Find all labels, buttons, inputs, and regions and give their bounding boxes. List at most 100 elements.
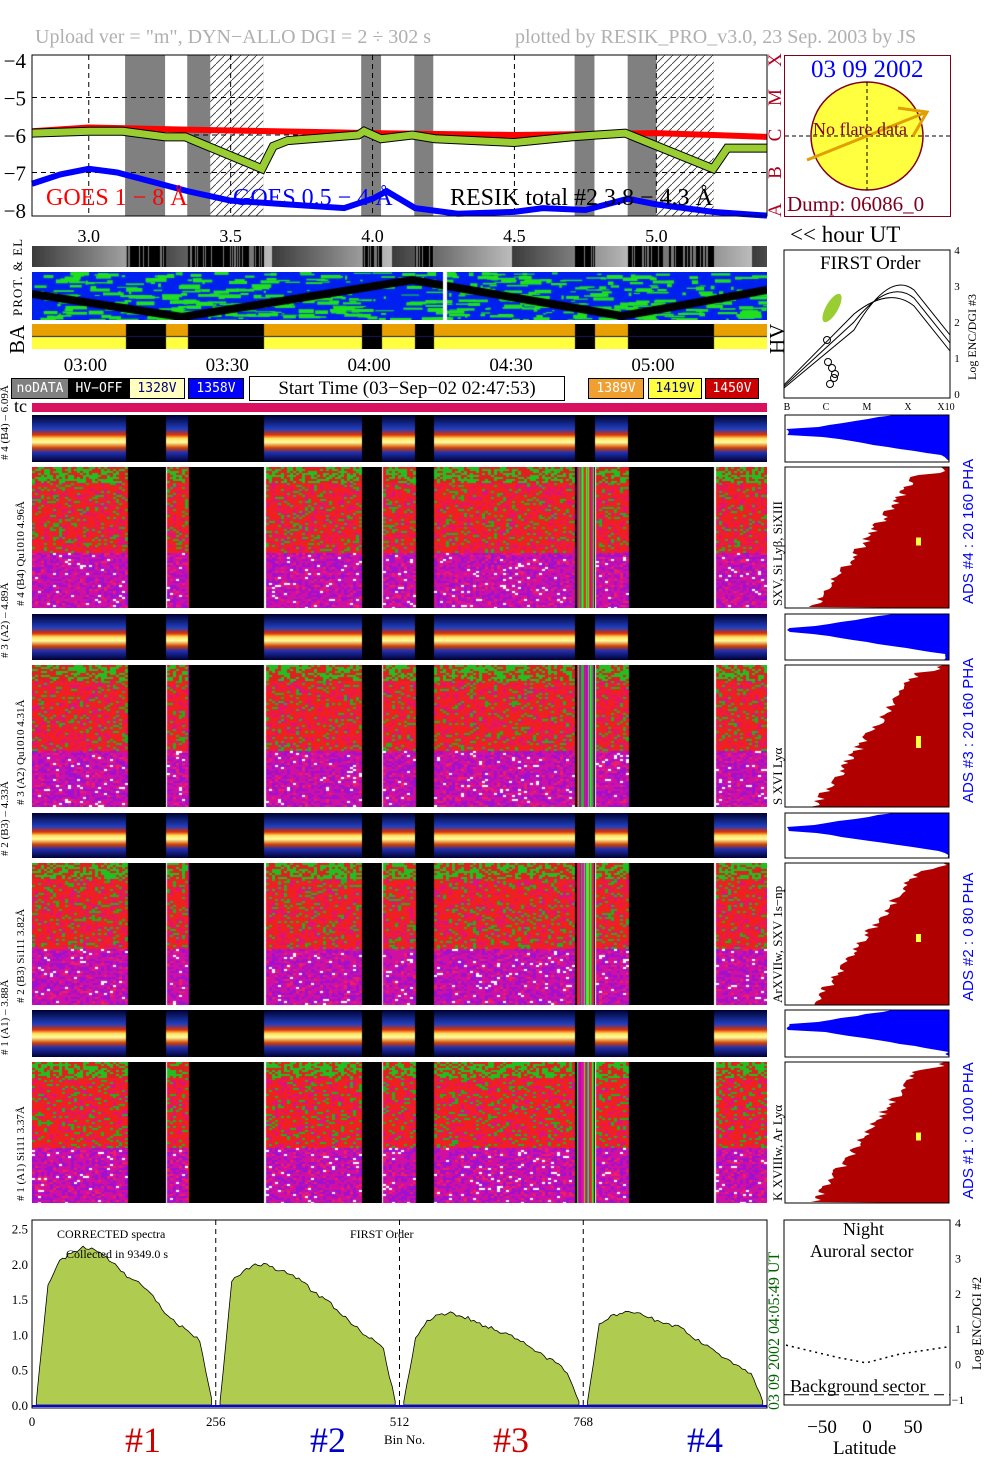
- fo-y-tick: 1: [954, 353, 960, 365]
- latitude-x-tick: 0: [862, 1417, 872, 1438]
- latitude-y-tick: −1: [952, 1393, 965, 1407]
- pha-histograms: [784, 613, 950, 808]
- particle-bar: [32, 246, 767, 267]
- clock-tick: 03:00: [63, 355, 108, 376]
- data-point: [823, 336, 831, 344]
- pha-frame: [784, 414, 950, 463]
- tc-label: tc: [14, 396, 27, 416]
- pha-frame: [784, 812, 950, 859]
- spectrogram: [32, 863, 767, 1005]
- latitude-y-tick: 1: [955, 1322, 961, 1336]
- spectrogram: [32, 1062, 767, 1203]
- hv-state-bar: [32, 324, 767, 349]
- channel-number: #3: [493, 1420, 529, 1460]
- background-label: Background sector: [790, 1376, 926, 1396]
- orbit-map: [32, 272, 767, 320]
- legend-goes-long: GOES 1 − 8 Å: [46, 185, 188, 211]
- fo-x-tick: X10: [937, 402, 954, 413]
- legend-resik: RESIK total #2 3.8 − 4.3 Å: [450, 185, 713, 211]
- fo-y-tick: 4: [954, 245, 960, 257]
- latitude-ylabel: Log ENC/DGI #2: [969, 1276, 984, 1370]
- pha-frame: [784, 613, 950, 661]
- legend-item-hv−off: HV−OFF: [69, 378, 129, 399]
- fo-y-tick: 0: [954, 389, 960, 401]
- sun-disk-icon: [785, 81, 950, 191]
- legend-item-1450v: 1450V: [705, 378, 759, 399]
- response-curve: [783, 291, 951, 387]
- flare-box: 03 09 2002 No flare data Dump: 06086_0: [784, 55, 951, 217]
- pha-red-histogram: [808, 467, 949, 608]
- pha-blue-histogram: [786, 1010, 949, 1057]
- plot-frame: [31, 54, 768, 217]
- spectrum-area-4: [587, 1311, 764, 1406]
- pha-timeline: [32, 415, 767, 462]
- clock-tick: 04:00: [347, 355, 391, 376]
- class-label: X: [765, 53, 786, 67]
- spectrum-frame: [31, 1219, 768, 1409]
- light-curve-chart: −4 −5 −6 −7 −8 A B C M X 3.0 3.5 4.0 4.5 5.0: [4, 49, 786, 246]
- first-order-title: FIRST Order: [820, 253, 921, 274]
- legend-item-1419v: 1419V: [648, 378, 702, 399]
- pha-red-histogram: [809, 665, 949, 807]
- latitude-y-tick: 3: [955, 1251, 961, 1265]
- spectrum-y-tick: 2.0: [12, 1257, 28, 1272]
- class-label: C: [765, 129, 786, 142]
- bin-axis-label: Bin No.: [384, 1432, 426, 1447]
- class-label: A: [765, 203, 786, 217]
- response-curve: [783, 284, 951, 389]
- y-tick-label: −4: [4, 49, 27, 73]
- fo-x-tick: X: [904, 402, 912, 413]
- marker: [916, 537, 921, 546]
- latitude-profile: [785, 1344, 949, 1364]
- class-label: M: [765, 89, 786, 106]
- fo-y-tick: 3: [954, 281, 960, 293]
- upload-info: Upload ver = "m", DYN−ALLO DGI = 2 ÷ 302…: [35, 26, 432, 48]
- marker: [916, 934, 921, 942]
- pha-blue-histogram: [786, 813, 949, 858]
- spectrogram: [32, 665, 767, 807]
- first-order-frame: [783, 249, 951, 399]
- spectrum-y-tick: 0.5: [12, 1363, 28, 1378]
- response-curve: [783, 297, 951, 386]
- latitude-frame: [783, 1219, 951, 1406]
- class-label: B: [765, 166, 786, 179]
- pha-frame: [784, 466, 950, 609]
- fo-x-tick: C: [823, 402, 830, 413]
- marker: [916, 1132, 921, 1141]
- pha-timeline: [32, 1010, 767, 1057]
- spectrum-y-tick: 2.5: [12, 1222, 28, 1237]
- pha-frame: [784, 1061, 950, 1204]
- fo-y-tick: 2: [954, 317, 960, 329]
- x-tick-label: 5.0: [645, 226, 668, 246]
- x-tick-label: 4.0: [361, 226, 384, 246]
- channel-number: #4: [687, 1420, 723, 1460]
- x-tick-label: 3.0: [78, 226, 101, 246]
- spectrum-x-tick: 768: [574, 1414, 594, 1429]
- spectrum-y-tick: 0.0: [12, 1398, 28, 1413]
- y-tick-label: −5: [4, 87, 26, 111]
- start-time: Start Time (03−Sep−02 02:47:53): [249, 376, 565, 401]
- flare-date: 03 09 2002: [811, 56, 924, 83]
- x-tick-label: 4.5: [503, 226, 526, 246]
- marker: [916, 736, 921, 748]
- pha-histograms: [784, 1009, 950, 1204]
- tc-bar: [32, 403, 767, 412]
- latitude-y-tick: 2: [955, 1287, 961, 1301]
- series-line-1: [31, 165, 768, 219]
- data-point: [830, 374, 838, 382]
- spectrum-x-tick: 0: [29, 1414, 36, 1429]
- data-point: [826, 380, 834, 388]
- spectrum-title: CORRECTED spectra: [57, 1227, 166, 1241]
- legend-item-1389v: 1389V: [588, 378, 644, 399]
- auroral-label: Auroral sector: [810, 1241, 914, 1261]
- spectrum-area-1: [35, 1245, 212, 1406]
- pha-red-histogram: [810, 1062, 949, 1203]
- clock-tick: 05:00: [631, 355, 675, 376]
- latitude-x-tick: 50: [904, 1417, 923, 1438]
- pha-histograms: [784, 812, 950, 1006]
- latitude-x-tick: −50: [807, 1417, 837, 1438]
- latitude-y-tick: 4: [955, 1216, 961, 1230]
- latitude-label: Latitude: [833, 1438, 897, 1459]
